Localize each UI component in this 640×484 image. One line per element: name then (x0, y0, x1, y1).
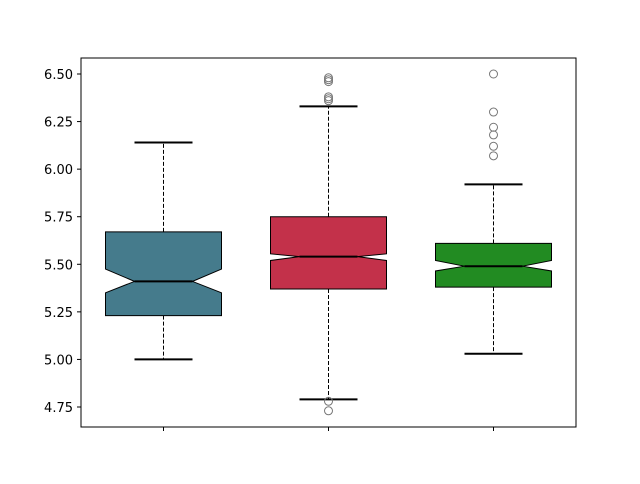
notched-box (105, 231, 222, 317)
box-3 (435, 69, 552, 355)
y-tick-label: 5.00 (44, 353, 73, 368)
outlier-point (324, 396, 333, 406)
y-tick-label: 5.75 (44, 211, 73, 226)
outlier-point (489, 69, 498, 79)
outlier-point (489, 107, 498, 117)
y-tick-label: 6.50 (44, 68, 73, 83)
outlier-point (489, 151, 498, 161)
box-2 (270, 73, 387, 416)
box-1 (105, 141, 222, 361)
y-tick-label: 6.00 (44, 163, 73, 178)
y-tick-label: 6.25 (44, 116, 73, 131)
y-tick-label: 5.25 (44, 306, 73, 321)
outlier-point (324, 96, 333, 106)
outlier-point (489, 130, 498, 140)
y-tick-label: 5.50 (44, 258, 73, 273)
notched-box (270, 216, 387, 290)
outlier-point (324, 406, 333, 416)
outlier-point (489, 141, 498, 151)
y-tick-label: 4.75 (44, 401, 73, 416)
outlier-point (324, 77, 333, 87)
